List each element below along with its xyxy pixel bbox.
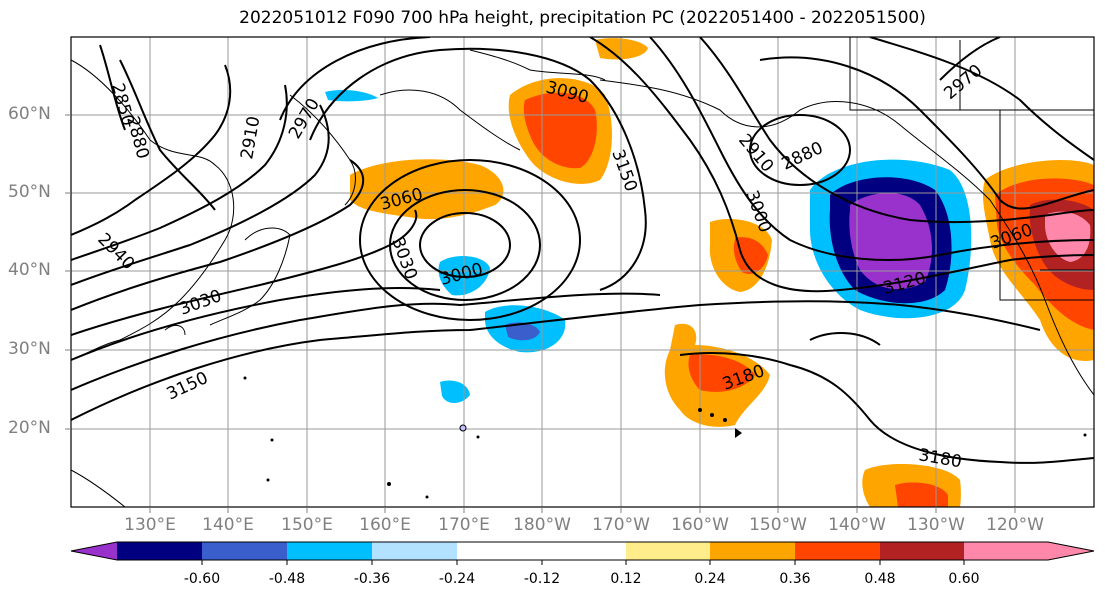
lon-label: 160°W bbox=[671, 515, 729, 535]
islands bbox=[243, 376, 1087, 499]
colorbar-tick-label: -0.12 bbox=[523, 571, 561, 587]
colorbar-tick-label: 0.36 bbox=[779, 571, 811, 587]
contour-label: 2880 bbox=[779, 138, 827, 174]
colorbar-tick-label: 0.12 bbox=[610, 571, 642, 587]
contour-label: 3030 bbox=[177, 286, 224, 320]
colorbar-segment bbox=[457, 542, 542, 560]
colorbar-tick-label: -0.36 bbox=[353, 571, 391, 587]
contour-label: 2880 bbox=[122, 114, 153, 161]
precip-area-positive-westcoast-peak bbox=[1045, 211, 1091, 262]
lon-label: 170°W bbox=[592, 515, 650, 535]
axis-ticks bbox=[65, 114, 1016, 513]
colorbar-segment bbox=[287, 542, 372, 560]
contour-label: 2910 bbox=[734, 130, 777, 176]
colorbar-tick-label: 0.24 bbox=[694, 571, 726, 587]
colorbar-segment bbox=[202, 542, 287, 560]
colorbar-segment bbox=[710, 542, 795, 560]
lon-label: 130°W bbox=[907, 515, 965, 535]
height-contours bbox=[71, 37, 1094, 464]
colorbar-segment bbox=[795, 542, 880, 560]
colorbar-segment bbox=[71, 542, 117, 560]
lon-label: 160°E bbox=[359, 515, 411, 535]
lat-label-60n: 60°N bbox=[8, 104, 51, 124]
precip-area-negative-east-peak bbox=[849, 192, 932, 290]
contour-label: 2910 bbox=[237, 115, 264, 161]
contour-label: 2940 bbox=[93, 229, 138, 274]
contour-label: 2970 bbox=[940, 61, 986, 104]
coastlines bbox=[71, 37, 1094, 507]
colorbar-tick-label: 0.60 bbox=[948, 571, 980, 587]
lat-label-40n: 40°N bbox=[8, 260, 51, 280]
colorbar-segment bbox=[117, 542, 202, 560]
lon-label: 130°E bbox=[124, 515, 176, 535]
contour-label: 3150 bbox=[164, 368, 212, 404]
colorbar-segment bbox=[372, 542, 457, 560]
lat-label-20n: 20°N bbox=[8, 418, 51, 438]
colorbar-segment bbox=[542, 542, 626, 560]
lon-label: 150°E bbox=[281, 515, 333, 535]
lon-label: 140°E bbox=[202, 515, 254, 535]
colorbar-tick-label: -0.24 bbox=[438, 571, 476, 587]
precip-shading bbox=[325, 38, 1094, 507]
map-title: 2022051012 F090 700 hPa height, precipit… bbox=[239, 8, 926, 28]
contour-label: 3150 bbox=[607, 147, 641, 194]
colorbar-tick-label: -0.60 bbox=[183, 571, 221, 587]
colorbar-outline bbox=[70, 541, 1095, 561]
precip-area-positive-west-pacific bbox=[350, 159, 504, 220]
colorbar bbox=[70, 541, 1095, 565]
colorbar-segment bbox=[626, 542, 710, 560]
colorbar-tick-label: -0.48 bbox=[268, 571, 306, 587]
lon-label: 180°W bbox=[513, 515, 571, 535]
map-frame bbox=[70, 36, 1095, 508]
colorbar-tick-label: 0.48 bbox=[864, 571, 896, 587]
lat-label-30n: 30°N bbox=[8, 339, 51, 359]
lat-label-50n: 50°N bbox=[8, 182, 51, 202]
lon-label: 140°W bbox=[828, 515, 886, 535]
contour-label: 2970 bbox=[285, 95, 324, 142]
lon-label: 170°E bbox=[438, 515, 490, 535]
lon-label: 120°W bbox=[986, 515, 1044, 535]
colorbar-segment bbox=[964, 542, 1094, 560]
lon-label: 150°W bbox=[749, 515, 807, 535]
colorbar-segment bbox=[880, 542, 964, 560]
